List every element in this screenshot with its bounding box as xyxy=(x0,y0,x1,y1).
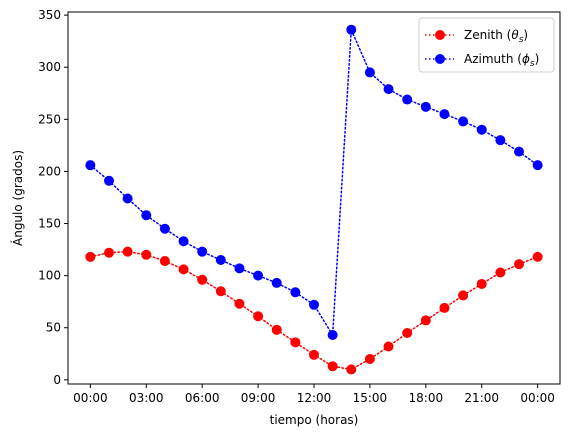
x-axis-title: tiempo (horas) xyxy=(270,413,359,427)
legend-azimuth-subscript: s xyxy=(530,59,535,69)
x-tick-label: 21:00 xyxy=(464,391,499,405)
azimuth-data-point xyxy=(159,223,170,234)
x-tick-label: 09:00 xyxy=(241,391,276,405)
y-tick-label: 100 xyxy=(38,269,61,283)
legend-label-zenith: Zenith (θs) xyxy=(464,28,528,45)
x-tick-label: 00:00 xyxy=(73,391,108,405)
y-tick-label: 350 xyxy=(38,8,61,22)
azimuth-data-point xyxy=(458,116,469,127)
x-tick-label: 06:00 xyxy=(185,391,220,405)
legend: Zenith (θs) Azimuth (ϕs) xyxy=(418,17,555,73)
zenith-data-point xyxy=(309,349,319,360)
y-tick-label: 300 xyxy=(38,60,61,74)
legend-zenith-symbol: θ xyxy=(511,28,519,42)
legend-label-azimuth: Azimuth (ϕs) xyxy=(464,52,539,69)
legend-azimuth-close: ) xyxy=(535,52,540,66)
zenith-data-point xyxy=(85,251,96,262)
azimuth-data-point xyxy=(364,67,375,78)
zenith-data-point xyxy=(514,259,524,270)
azimuth-data-point xyxy=(346,24,357,35)
y-tick-label: 250 xyxy=(38,112,61,126)
x-tick-label: 00:00 xyxy=(520,391,555,405)
azimuth-data-point xyxy=(327,330,338,341)
azimuth-data-point xyxy=(104,175,114,186)
series-layer xyxy=(85,24,543,375)
legend-box xyxy=(418,17,555,73)
legend-zenith-main: Zenith ( xyxy=(464,28,511,42)
zenith-data-point xyxy=(271,324,282,335)
x-tick-label: 18:00 xyxy=(409,391,444,405)
y-tick-label: 200 xyxy=(38,164,61,178)
legend-marker-azimuth xyxy=(435,54,445,64)
azimuth-data-point xyxy=(122,193,133,204)
zenith-data-point xyxy=(290,337,301,348)
legend-zenith-subscript: s xyxy=(519,35,524,45)
azimuth-data-point xyxy=(476,124,487,135)
zenith-data-point xyxy=(197,274,208,285)
x-tick-label: 15:00 xyxy=(353,391,388,405)
zenith-data-point xyxy=(141,249,152,260)
azimuth-data-point xyxy=(402,94,413,105)
zenith-data-point xyxy=(253,311,264,322)
y-tick-label: 150 xyxy=(38,217,61,231)
azimuth-data-point xyxy=(495,135,506,146)
zenith-data-point xyxy=(159,256,170,267)
zenith-data-point xyxy=(104,247,114,258)
azimuth-data-point xyxy=(178,236,189,247)
legend-azimuth-symbol: ϕ xyxy=(522,52,530,66)
y-axis: 0 50 100 150 200 250 300 350 xyxy=(38,8,68,387)
azimuth-data-point xyxy=(309,299,319,310)
azimuth-data-point xyxy=(439,109,450,120)
zenith-data-point xyxy=(420,315,431,326)
zenith-data-point xyxy=(495,267,506,278)
x-tick-label: 12:00 xyxy=(297,391,332,405)
x-axis: 00:00 03:00 06:00 09:00 12:00 15:00 18:00 21:00… xyxy=(73,384,555,405)
zenith-data-point xyxy=(383,341,394,352)
legend-zenith-close: ) xyxy=(523,28,528,42)
zenith-data-point xyxy=(178,264,189,275)
legend-azimuth-main: Azimuth ( xyxy=(464,52,522,66)
azimuth-data-point xyxy=(532,160,543,171)
zenith-data-point xyxy=(346,364,357,375)
azimuth-data-point xyxy=(420,101,431,112)
azimuth-data-point xyxy=(383,84,394,95)
azimuth-data-point xyxy=(253,270,264,281)
zenith-data-point xyxy=(402,327,413,338)
azimuth-data-point xyxy=(141,210,152,221)
y-tick-label: 0 xyxy=(53,373,61,387)
azimuth-data-point xyxy=(514,146,524,157)
zenith-data-point xyxy=(234,298,245,309)
azimuth-data-point xyxy=(215,255,226,265)
azimuth-data-point xyxy=(85,160,96,171)
zenith-data-point xyxy=(476,278,487,289)
azimuth-data-point xyxy=(197,246,208,257)
zenith-data-point xyxy=(215,286,226,297)
azimuth-data-point xyxy=(271,277,282,288)
zenith-data-point xyxy=(532,251,543,262)
zenith-data-point xyxy=(439,302,450,313)
zenith-data-point xyxy=(327,361,338,372)
azimuth-data-point xyxy=(234,263,245,274)
azimuth-data-point xyxy=(290,287,301,298)
zenith-data-point xyxy=(458,290,469,301)
x-tick-label: 03:00 xyxy=(129,391,164,405)
zenith-data-point xyxy=(364,353,375,364)
legend-marker-zenith xyxy=(435,30,445,40)
zenith-data-point xyxy=(122,246,133,257)
y-axis-title: Ángulo (grados) xyxy=(10,150,25,246)
y-tick-label: 50 xyxy=(46,321,61,335)
